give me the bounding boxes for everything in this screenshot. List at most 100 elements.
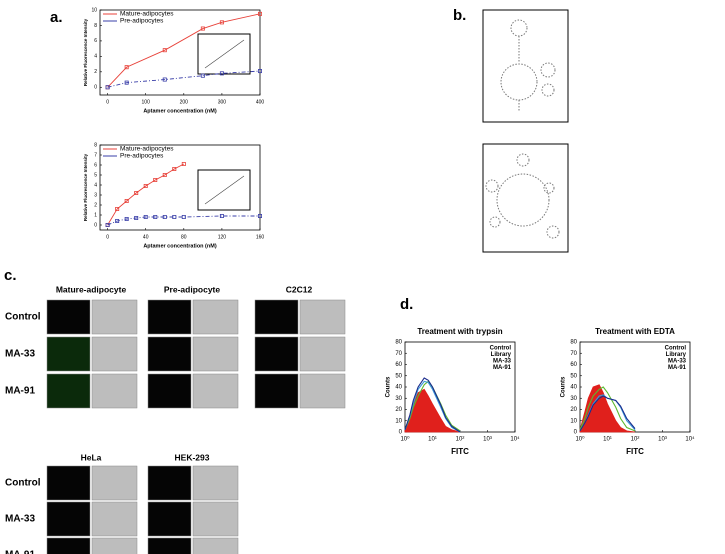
x-tick-label: 200 (180, 99, 189, 105)
fluorescence-image (147, 465, 192, 501)
x-tick-label: 10⁰ (400, 436, 410, 443)
rna-structure (482, 9, 569, 253)
y-tick-label: 60 (570, 362, 577, 368)
line (404, 380, 461, 433)
brightfield-image (91, 299, 138, 335)
y-tick-label: 0 (94, 85, 97, 91)
plot-frame (99, 144, 261, 231)
line (579, 386, 636, 432)
brightfield-image (91, 373, 138, 409)
brightfield-image (91, 336, 138, 372)
y-tick-label: 0 (399, 430, 403, 436)
chart-title: Treatment with EDTA (595, 327, 675, 336)
point (153, 177, 158, 182)
line (404, 380, 461, 432)
row-header: MA-33 (5, 349, 35, 360)
x-tick-label: 10⁴ (685, 436, 695, 443)
y-tick-label: 7 (94, 152, 97, 158)
y-tick-label: 0 (94, 222, 97, 228)
point (219, 71, 224, 76)
x-tick-label: 10² (456, 437, 465, 443)
panel-label: d. (400, 296, 413, 313)
brightfield-image (192, 336, 239, 372)
area (579, 384, 636, 433)
line (107, 215, 260, 226)
panel-label: a. (50, 9, 63, 26)
row-header: MA-91 (5, 550, 35, 554)
line (579, 395, 636, 432)
point (105, 222, 110, 227)
legend-label: Pre-adipocytes (120, 18, 164, 25)
column-header: HEK-293 (175, 452, 210, 462)
legend-label: Pre-adipocytes (120, 153, 164, 160)
point (162, 48, 167, 53)
y-tick-label: 80 (395, 340, 402, 346)
x-axis-label: Aptamer concentration (nM) (143, 243, 217, 249)
chart-title: Treatment with trypsin (417, 327, 502, 336)
y-tick-label: 20 (570, 407, 577, 413)
brightfield-image (91, 501, 138, 537)
x-tick-label: 10³ (658, 437, 667, 443)
point (115, 218, 120, 223)
x-axis-label: FITC (626, 447, 644, 456)
point (134, 215, 139, 220)
y-tick-label: 80 (570, 340, 577, 346)
point (124, 65, 129, 70)
point (200, 26, 205, 31)
point (153, 214, 158, 219)
point (115, 206, 120, 211)
x-tick-label: 400 (256, 99, 265, 105)
point (172, 166, 177, 171)
column-header: Mature-adipocyte (56, 284, 127, 294)
y-tick-label: 60 (395, 362, 402, 368)
fluorescence-image (46, 373, 91, 409)
fluorescence-image (254, 373, 299, 409)
inset-line (204, 175, 245, 205)
point (162, 172, 167, 177)
y-tick-label: 1 (94, 212, 97, 218)
y-tick-label: 30 (570, 396, 577, 402)
point (200, 73, 205, 78)
x-tick-label: 0 (106, 234, 109, 240)
legend-label: Control (665, 346, 687, 352)
y-tick-label: 50 (570, 373, 577, 379)
y-axis-label: Counts (561, 376, 567, 397)
x-tick-label: 300 (218, 99, 227, 105)
row-header: MA-91 (5, 386, 35, 397)
micrographs: Mature-adipocyte Pre-adipocyte C2C12 Contro… (5, 284, 346, 554)
brightfield-image (192, 373, 239, 409)
column-header: HeLa (81, 452, 102, 462)
brightfield-image (192, 501, 239, 537)
legend-label: MA-91 (668, 365, 687, 371)
y-tick-label: 30 (395, 396, 402, 402)
x-tick-label: 10² (631, 437, 640, 443)
y-tick-label: 10 (91, 7, 97, 13)
fluorescence-image (254, 336, 299, 372)
y-tick-label: 2 (94, 69, 97, 75)
y-axis-label: Counts (386, 376, 392, 397)
point (162, 77, 167, 82)
x-tick-label: 160 (256, 234, 265, 240)
y-axis-label: Relative Fluorescence Intensity (83, 153, 88, 221)
point (257, 69, 262, 74)
line (107, 163, 185, 226)
x-tick-label: 10⁰ (575, 436, 585, 443)
point (105, 85, 110, 90)
y-tick-label: 2 (94, 202, 97, 208)
legend-label: MA-91 (493, 365, 512, 371)
x-axis-label: FITC (451, 447, 469, 456)
brightfield-image (192, 465, 239, 501)
x-tick-label: 120 (218, 234, 227, 240)
x-tick-label: 100 (142, 99, 151, 105)
fluorescence-image (254, 299, 299, 335)
brightfield-image (91, 465, 138, 501)
point (162, 214, 167, 219)
fluorescence-image (46, 299, 91, 335)
legend-label: Library (666, 352, 687, 358)
point (143, 214, 148, 219)
y-tick-label: 70 (570, 351, 577, 357)
x-tick-label: 0 (106, 99, 109, 105)
y-tick-label: 6 (94, 38, 97, 44)
point (124, 216, 129, 221)
